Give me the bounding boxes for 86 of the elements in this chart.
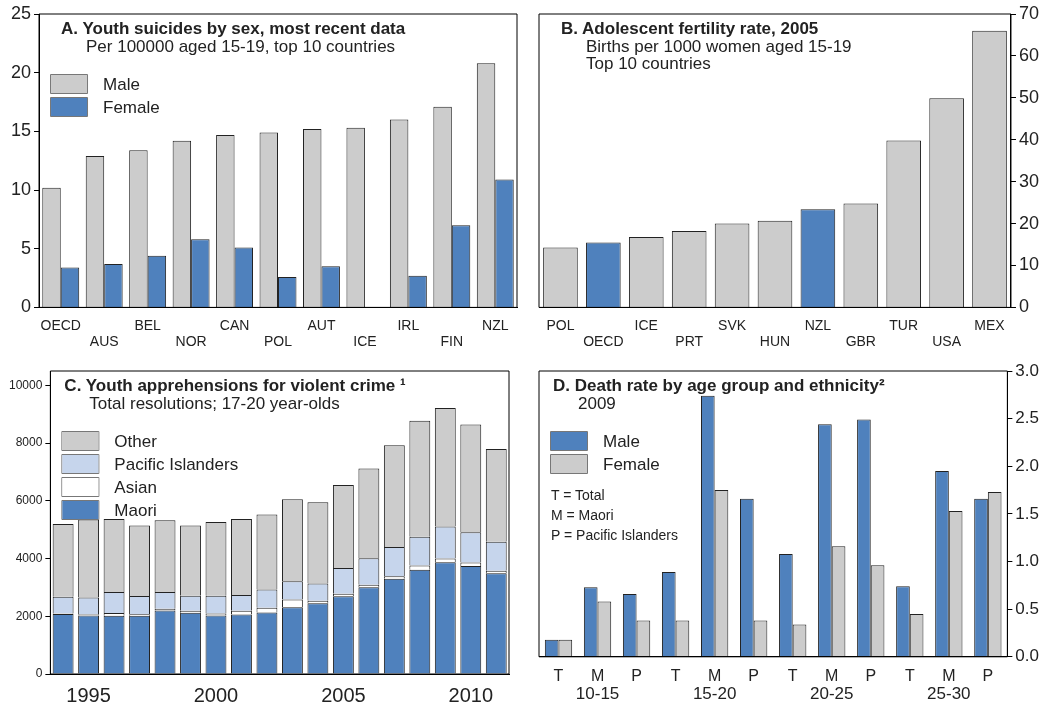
y-tick-label: 8000 [15,435,43,450]
x-tick-label: M [825,666,839,684]
text: 2009 [578,394,616,413]
text: 20-25 [809,684,854,704]
y-tick-label: 3.0 [1015,360,1040,380]
y-tick-label: 10 [1018,254,1040,275]
y-tick-label: 1.0 [1015,551,1040,571]
x-tick-label: M [942,666,956,684]
x-tick-label: P [982,666,994,684]
legend-label: Asian [114,477,157,497]
x-tick-label: NOR [175,333,207,350]
x-tick-label: P [865,666,877,684]
x-tick-label: IRL [397,316,420,333]
legend-label: Pacific Islanders [114,454,239,474]
x-tick-label: T [553,666,564,684]
x-tick-label: NZL [482,316,509,333]
legend-label: Female [103,97,160,117]
annotation: T = Total M = Maori P = Pacific Islanders [551,486,678,543]
chart-title: C. Youth apprehensions for violent crime ¹ [64,376,407,395]
y-tick-label: 0 [35,666,43,681]
x-tick-label: PRT [675,333,704,350]
y-tick-label: 20 [1018,212,1040,233]
text: 15-20 [692,684,737,704]
text: Per 100000 aged 15-19, top 10 countries [86,37,396,56]
y-tick-label: 2.0 [1015,455,1040,475]
x-tick-label: T [904,666,915,684]
y-tick-label: 60 [1018,44,1040,65]
text: Births per 1000 women aged 15-19 Top 10 countries [586,37,852,73]
y-tick-label: 25 [10,2,32,23]
y-tick-label: 2.5 [1015,408,1040,428]
x-tick-label: POL [264,333,293,350]
y-tick-label: 70 [1018,2,1040,23]
legend-label: Maori [114,500,157,520]
x-tick-label: USA [932,333,962,350]
y-tick-label: 0.0 [1015,646,1040,666]
legend-label: Male [103,74,140,94]
x-tick-label: 1995 [66,683,111,706]
y-tick-label: 5 [21,237,32,258]
y-tick-label: 0.5 [1015,598,1040,618]
x-tick-label: BEL [134,316,162,333]
x-tick-label: 2005 [321,683,366,706]
legend-label: Male [603,431,640,451]
x-tick-label: SVK [718,316,747,333]
y-tick-label: 6000 [15,493,43,508]
y-tick-label: 4000 [15,550,43,565]
y-tick-label: 30 [1018,170,1040,191]
chart-title: A. Youth suicides by sex, most recent data [61,19,406,38]
x-tick-label: M [707,666,722,684]
x-tick-label: 2010 [448,683,494,706]
x-tick-label: OECD [40,316,81,333]
x-tick-label: CAN [219,316,250,333]
x-tick-label: T [670,666,681,684]
y-tick-label: 10 [10,179,32,200]
chart-title: B. Adolescent fertility rate, 2005 [561,19,819,38]
text: Total resolutions; 17-20 year-olds [89,394,340,413]
x-tick-label: P [748,666,759,684]
y-tick-label: 0 [21,296,32,317]
x-tick-label: HUN [759,333,791,350]
y-tick-label: 15 [10,120,32,141]
x-tick-label: OECD [583,333,624,350]
x-tick-label: GBR [845,333,876,350]
text: 10-15 [575,684,620,704]
y-tick-label: 2000 [15,608,43,623]
text: 25-30 [927,684,971,704]
x-tick-label: ICE [634,316,658,333]
chart-title: D. Death rate by age group and ethnicity² [553,376,885,395]
x-tick-label: MEX [974,316,1006,333]
x-tick-label: AUT [307,316,336,333]
y-tick-label: 50 [1018,86,1040,107]
x-tick-label: T [787,666,798,684]
x-tick-label: M [590,666,605,684]
x-tick-label: AUS [89,333,119,350]
y-tick-label: 1.5 [1015,503,1040,523]
y-tick-label: 0 [1018,296,1029,317]
x-tick-label: 2000 [193,683,239,706]
y-tick-label: 20 [10,61,32,82]
x-tick-label: NZL [804,316,832,333]
legend-label: Other [114,431,158,451]
x-tick-label: ICE [353,333,377,350]
x-tick-label: P [631,666,642,684]
y-tick-label: 10000 [8,377,43,392]
x-tick-label: POL [546,316,575,333]
x-tick-label: TUR [889,316,919,333]
legend-label: Female [603,454,660,474]
x-tick-label: FIN [440,333,464,350]
y-tick-label: 40 [1018,128,1040,149]
